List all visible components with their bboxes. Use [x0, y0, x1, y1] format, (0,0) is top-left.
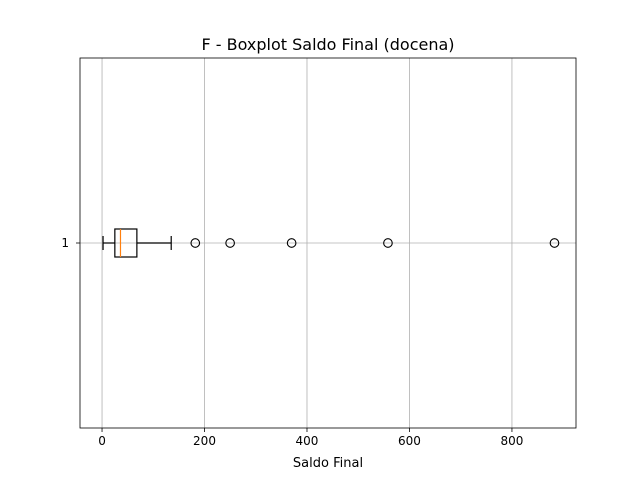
outlier-point [383, 238, 393, 248]
x-tick-label: 800 [500, 434, 523, 448]
outlier-point [286, 238, 297, 248]
outlier-point [190, 238, 201, 248]
x-tick-label: 400 [296, 434, 319, 448]
box-plot-marks [102, 228, 560, 258]
x-axis-label: Saldo Final [293, 456, 363, 471]
x-tick-label: 0 [98, 434, 106, 448]
chart-title: F - Boxplot Saldo Final (docena) [201, 35, 454, 54]
x-tick-label: 600 [398, 434, 421, 448]
box-iqr [114, 228, 138, 258]
x-tick-label: 200 [193, 434, 216, 448]
outlier-point [549, 238, 560, 248]
axis-ticks: 0 200 400 600 800 1 [61, 236, 523, 448]
y-tick-label: 1 [61, 236, 69, 250]
outlier-point [225, 238, 235, 248]
